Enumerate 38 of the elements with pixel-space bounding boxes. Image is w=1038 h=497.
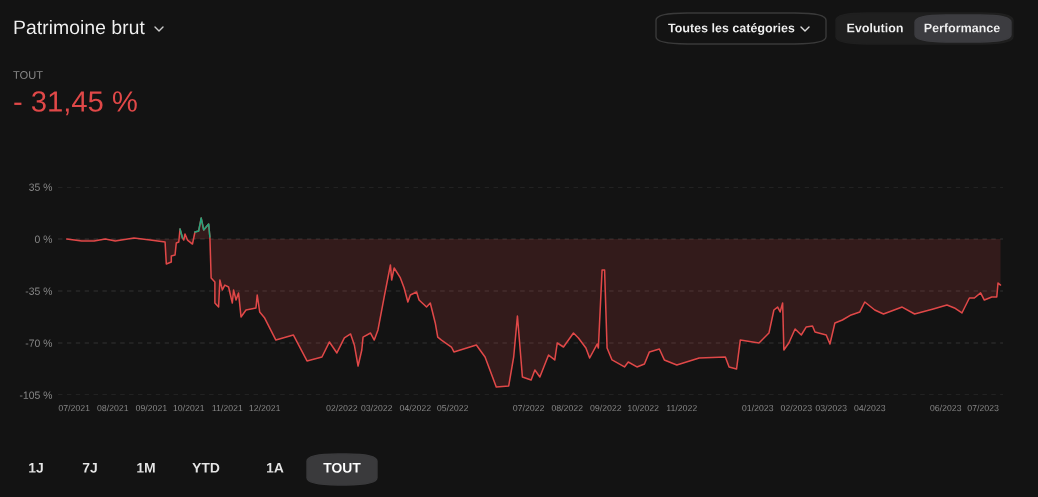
x-tick-label: 10/2022: [628, 404, 659, 412]
text: TOUT: [13, 71, 43, 79]
x-tick-label: 06/2023: [930, 404, 962, 412]
x-tick-label: 12/2021: [249, 404, 281, 412]
x-tick-label: 11/2022: [666, 404, 697, 412]
text: 1A: [267, 463, 284, 473]
y-tick-label: 35 %: [29, 183, 53, 191]
text: 7J: [82, 463, 97, 473]
text: Evolution: [847, 23, 903, 33]
x-tick-label: 01/2023: [742, 404, 774, 412]
x-tick-label: 04/2023: [854, 404, 886, 412]
x-tick-label: 09/2022: [590, 404, 622, 412]
x-tick-label: 03/2023: [815, 404, 847, 412]
y-tick-label: -70 %: [25, 339, 53, 347]
x-tick-label: 05/2022: [437, 404, 469, 412]
text: Toutes les catégories: [668, 23, 795, 35]
y-tick-label: -105 %: [19, 391, 53, 399]
text: TOUT: [323, 462, 361, 473]
x-tick-label: 03/2022: [361, 404, 393, 412]
y-tick-label: 0 %: [34, 235, 53, 243]
text: 1J: [29, 463, 43, 473]
x-tick-label: 07/2022: [513, 404, 545, 412]
chart-title: Patrimoine brut: [14, 19, 145, 35]
text: YTD: [192, 463, 220, 473]
x-tick-label: 02/2022: [326, 404, 358, 412]
text: 1M: [137, 463, 155, 473]
x-tick-label: 08/2021: [97, 404, 129, 412]
x-tick-label: 07/2023: [967, 404, 999, 412]
x-tick-label: 09/2021: [135, 404, 167, 412]
x-tick-label: 11/2021: [212, 404, 243, 412]
x-tick-label: 04/2022: [399, 404, 431, 412]
x-tick-label: 08/2022: [551, 404, 583, 412]
text: Performance: [924, 23, 1000, 33]
x-tick-label: 02/2023: [780, 404, 812, 412]
text: - 31,45 %: [14, 91, 137, 116]
x-tick-label: 10/2021: [173, 404, 205, 412]
x-tick-label: 07/2021: [58, 404, 90, 412]
y-tick-label: -35 %: [25, 287, 53, 295]
